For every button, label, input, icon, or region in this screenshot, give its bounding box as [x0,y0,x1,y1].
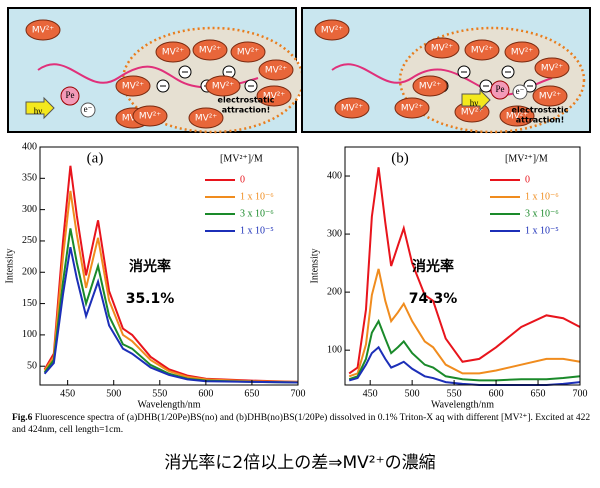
y-tick-label: 50 [27,361,37,372]
y-tick-label: 300 [22,204,37,215]
mv-label: MV²⁺ [431,44,454,54]
mv-label: MV²⁺ [212,82,235,92]
note: attraction! [516,116,565,125]
legend-label: 0 [240,174,245,185]
donor-label: Pe [496,84,505,94]
legend-title: [MV²⁺]/M [505,153,548,164]
x-tick-label: 600 [198,388,213,399]
mv-label: MV²⁺ [199,46,222,56]
panel-label: (b) [391,150,409,166]
y-tick-label: 100 [327,344,342,355]
x-tick-label: 700 [573,388,588,399]
mv-label: MV²⁺ [541,64,564,74]
x-tick-label: 500 [405,388,420,399]
mv-label: MV²⁺ [265,66,288,76]
legend-label: 1 x 10⁻⁵ [240,225,274,236]
x-tick-label: 550 [447,388,462,399]
annotation: 消光率 [412,258,454,275]
diagram-panel: MV²⁺MV²⁺MV²⁺MV²⁺MV²⁺MV²⁺MV²⁺MV²⁺MV²⁺MV²⁺… [302,8,590,132]
x-tick-label: 550 [152,388,167,399]
x-tick-label: 500 [106,388,121,399]
legend-label: 3 x 10⁻⁶ [240,208,274,219]
mv-label: MV²⁺ [195,114,218,124]
mv-label: MV²⁺ [162,48,185,58]
x-tick-label: 600 [489,388,504,399]
figure: MV²⁺ MV²⁺ MV²⁺ MV²⁺ MV²⁺ MV²⁺ MV²⁺ MV²⁺ MV²⁺ MV²⁺… [0,0,600,440]
note: attraction! [222,106,271,115]
mv-label: MV²⁺ [32,26,55,36]
donor-label: Pe [66,90,75,100]
x-tick-label: 450 [60,388,75,399]
y-axis-label: Intensity [4,249,15,284]
mv-label: MV²⁺ [419,82,442,92]
y-tick-label: 250 [22,235,37,246]
legend-label: 3 x 10⁻⁶ [525,208,559,219]
y-tick-label: 200 [22,267,37,278]
legend-title: [MV²⁺]/M [220,153,263,164]
x-tick-label: 650 [531,388,546,399]
y-tick-label: 100 [22,329,37,340]
mv-label: MV²⁺ [471,46,494,56]
page: MV²⁺ MV²⁺ MV²⁺ MV²⁺ MV²⁺ MV²⁺ MV²⁺ MV²⁺ MV²⁺ MV²⁺… [0,0,600,488]
diagram-panel: MV²⁺MV²⁺MV²⁺MV²⁺MV²⁺MV²⁺MV²⁺MV²⁺MV²⁺MV²⁺… [8,8,303,132]
annotation: 消光率 [129,258,171,275]
annotation: 74.3% [409,291,458,307]
note: electrostatic [512,106,569,115]
spectrum-line [349,321,580,380]
x-tick-label: 450 [363,388,378,399]
electron-label: e⁻ [84,104,93,114]
panel-label: (a) [87,150,104,166]
y-tick-label: 350 [22,173,37,184]
legend-label: 0 [525,174,530,185]
mv-label: MV²⁺ [139,112,162,122]
note: electrostatic [218,96,275,105]
legend-label: 1 x 10⁻⁵ [525,225,559,236]
mv-label: MV²⁺ [401,104,424,114]
mv-label: MV²⁺ [539,92,562,102]
legend-label: 1 x 10⁻⁶ [240,191,274,202]
y-axis-label: Intensity [309,249,320,284]
mv-label: MV²⁺ [341,104,364,114]
electron-label: e⁻ [516,86,525,96]
annotation: 35.1% [126,291,175,307]
x-tick-label: 700 [291,388,306,399]
y-tick-label: 400 [327,170,342,181]
caption-text: Fluorescence spectra of (a)DHB(1/20Pe)BS… [12,413,590,435]
light-label: hν [34,106,43,116]
light-label: hν [470,98,479,108]
x-tick-label: 650 [244,388,259,399]
mv-label: MV²⁺ [122,82,145,92]
y-tick-label: 200 [327,286,342,297]
conclusion: 消光率に2倍以上の差⇒MV²⁺の濃縮 [0,448,600,473]
x-axis-label: Wavelength/nm [137,399,200,410]
mv-label: MV²⁺ [237,48,260,58]
x-axis-label: Wavelength/nm [431,399,494,410]
y-tick-label: 300 [327,228,342,239]
mv-label: MV²⁺ [321,26,344,36]
caption: Fig.6 Fluorescence spectra of (a)DHB(1/2… [12,412,592,436]
mv-label: MV²⁺ [511,48,534,58]
caption-label: Fig.6 [12,413,32,423]
y-tick-label: 400 [22,141,37,152]
legend-label: 1 x 10⁻⁶ [525,191,559,202]
spectrum-line [349,269,580,376]
y-tick-label: 150 [22,298,37,309]
